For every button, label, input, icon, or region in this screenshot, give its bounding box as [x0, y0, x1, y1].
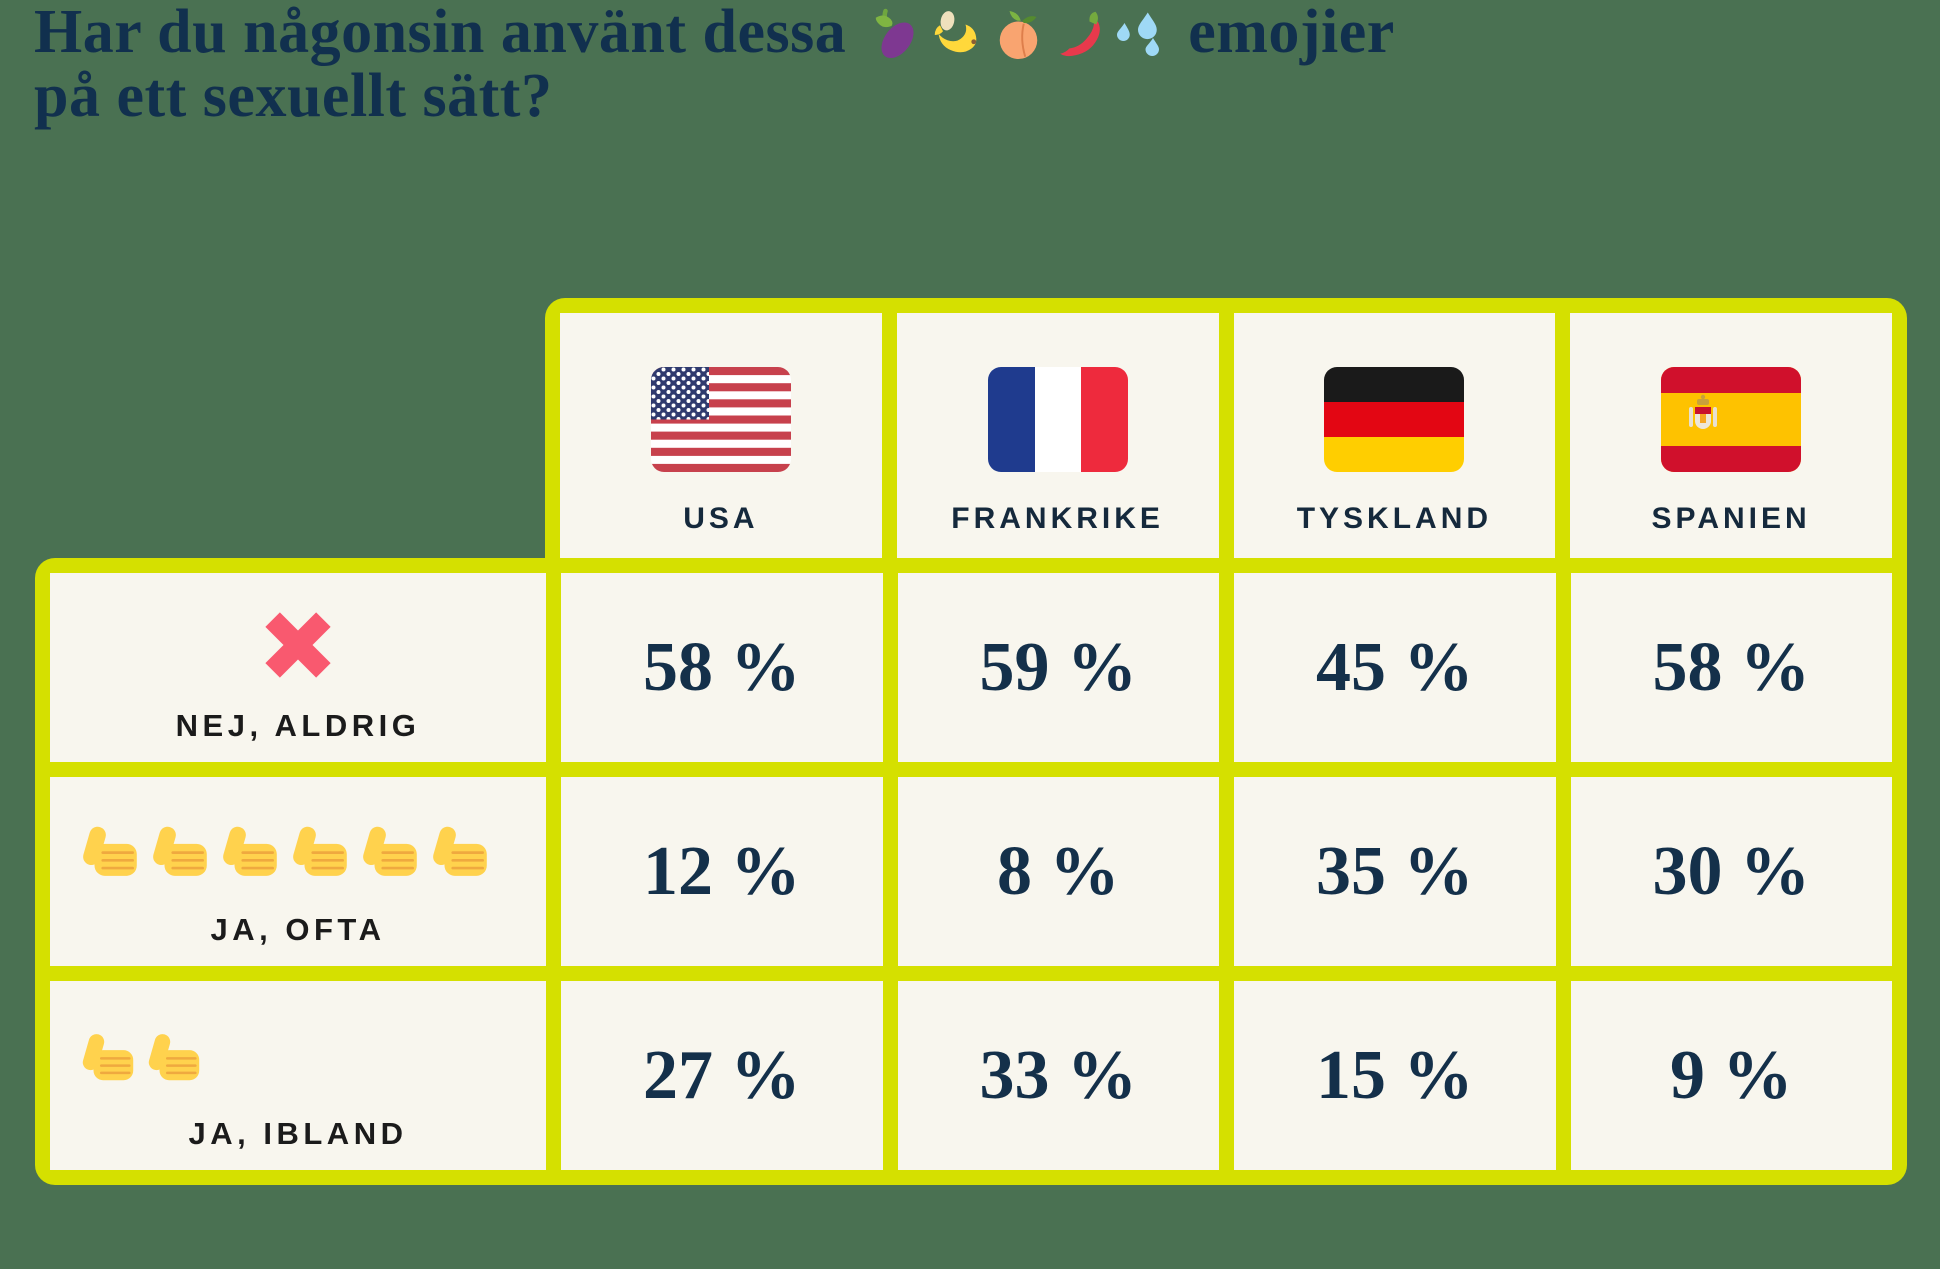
- table-cell: 12 %: [561, 777, 883, 966]
- table-cell: 15 %: [1234, 981, 1556, 1170]
- value: 15 %: [1316, 1036, 1474, 1114]
- data-table: NEJ, ALDRIG 58 % 59 % 45 % 58 % JA, OFTA…: [35, 558, 1907, 1185]
- value: 58 %: [1652, 628, 1811, 706]
- table-cell: 58 %: [1570, 573, 1892, 762]
- column-header-usa: USA: [560, 313, 882, 573]
- title-line2: på ett sexuellt sätt?: [34, 62, 553, 130]
- thumbs-up-row: [50, 1024, 206, 1086]
- thumbs-up-emoji: [148, 816, 214, 882]
- table-cell: 59 %: [897, 573, 1219, 762]
- table-cell: 9 %: [1570, 981, 1892, 1170]
- eggplant-emoji: [866, 8, 920, 62]
- value: 59 %: [979, 628, 1138, 706]
- cross-icon: [257, 604, 339, 686]
- thumbs-up-emoji: [428, 816, 494, 882]
- table-cell: 27 %: [561, 981, 883, 1170]
- column-header-frankrike: FRANKRIKE: [896, 313, 1219, 573]
- hot-pepper-emoji: [1052, 8, 1106, 62]
- row-header-nej-aldrig: NEJ, ALDRIG: [50, 573, 546, 762]
- thumbs-up-emoji: [288, 816, 354, 882]
- thumbs-up-emoji: [358, 816, 424, 882]
- spain-flag-icon: [1661, 367, 1801, 472]
- value: 35 %: [1316, 832, 1474, 910]
- value: 45 %: [1316, 628, 1474, 706]
- thumbs-up-emoji: [78, 1024, 140, 1086]
- thumbs-up-emoji: [218, 816, 284, 882]
- page-title: Har du någonsin använt dessa emojier på …: [34, 0, 1924, 128]
- value: 8 %: [997, 832, 1120, 910]
- value: 9 %: [1670, 1036, 1793, 1114]
- sweat-droplets-emoji: [1114, 8, 1168, 62]
- banana-emoji: [928, 8, 982, 62]
- column-label: SPANIEN: [1651, 502, 1811, 535]
- column-label: FRANKRIKE: [951, 502, 1164, 535]
- peach-emoji: [990, 8, 1044, 62]
- france-flag-icon: [988, 367, 1128, 472]
- value: 33 %: [979, 1036, 1138, 1114]
- table-cell: 35 %: [1234, 777, 1556, 966]
- row-label: JA, IBLAND: [188, 1116, 408, 1151]
- title-line1-suffix: emojier: [1188, 0, 1395, 66]
- thumbs-up-emoji: [144, 1024, 206, 1086]
- row-label: JA, OFTA: [210, 912, 386, 947]
- column-label: USA: [683, 502, 759, 535]
- row-header-ja-ibland: JA, IBLAND: [50, 981, 546, 1170]
- row-label: NEJ, ALDRIG: [175, 708, 421, 743]
- value: 30 %: [1652, 832, 1811, 910]
- value: 12 %: [643, 832, 801, 910]
- table-cell: 8 %: [897, 777, 1219, 966]
- column-header-spanien: SPANIEN: [1570, 313, 1892, 573]
- table-cell: 45 %: [1234, 573, 1556, 762]
- table-cell: 33 %: [897, 981, 1219, 1170]
- thumbs-up-emoji: [78, 816, 144, 882]
- column-header-tyskland: TYSKLAND: [1233, 313, 1556, 573]
- title-line1-prefix: Har du någonsin använt dessa: [34, 0, 847, 66]
- value: 58 %: [643, 628, 801, 706]
- row-header-ja-ofta: JA, OFTA: [50, 777, 546, 966]
- column-header-box: USA FRANKRIKE TYSKLAND SPANIEN: [545, 298, 1907, 573]
- table-cell: 58 %: [561, 573, 883, 762]
- thumbs-up-row: [50, 816, 494, 882]
- column-label: TYSKLAND: [1296, 502, 1493, 535]
- value: 27 %: [643, 1036, 801, 1114]
- usa-flag-icon: [651, 367, 791, 472]
- germany-flag-icon: [1324, 367, 1464, 472]
- table-cell: 30 %: [1570, 777, 1892, 966]
